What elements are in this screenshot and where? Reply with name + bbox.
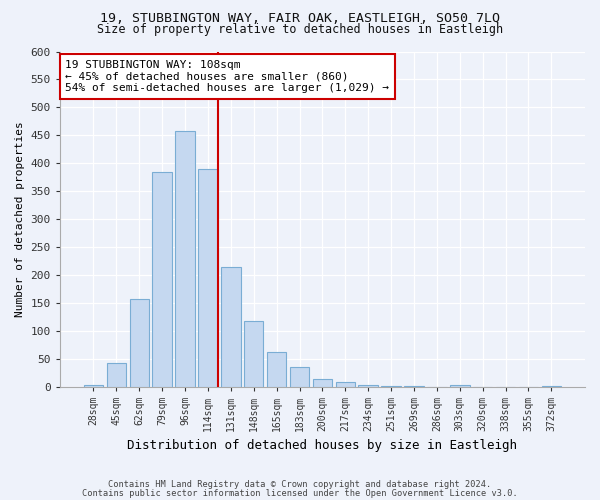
Bar [542,386,561,387]
Text: 19, STUBBINGTON WAY, FAIR OAK, EASTLEIGH, SO50 7LQ: 19, STUBBINGTON WAY, FAIR OAK, EASTLEIGH… [100,12,500,26]
X-axis label: Distribution of detached houses by size in Eastleigh: Distribution of detached houses by size … [127,440,517,452]
Bar [358,384,378,387]
Text: 19 STUBBINGTON WAY: 108sqm
← 45% of detached houses are smaller (860)
54% of sem: 19 STUBBINGTON WAY: 108sqm ← 45% of deta… [65,60,389,93]
Bar [382,386,401,387]
Bar [335,382,355,387]
Bar [175,132,195,387]
Bar [313,378,332,387]
Bar [450,384,470,387]
Text: Contains public sector information licensed under the Open Government Licence v3: Contains public sector information licen… [82,488,518,498]
Bar [221,266,241,387]
Bar [152,172,172,387]
Bar [198,169,218,387]
Bar [84,385,103,387]
Bar [404,386,424,387]
Bar [107,363,126,387]
Bar [290,368,309,387]
Text: Size of property relative to detached houses in Eastleigh: Size of property relative to detached ho… [97,22,503,36]
Y-axis label: Number of detached properties: Number of detached properties [15,122,25,317]
Bar [130,299,149,387]
Bar [267,352,286,387]
Text: Contains HM Land Registry data © Crown copyright and database right 2024.: Contains HM Land Registry data © Crown c… [109,480,491,489]
Bar [244,321,263,387]
